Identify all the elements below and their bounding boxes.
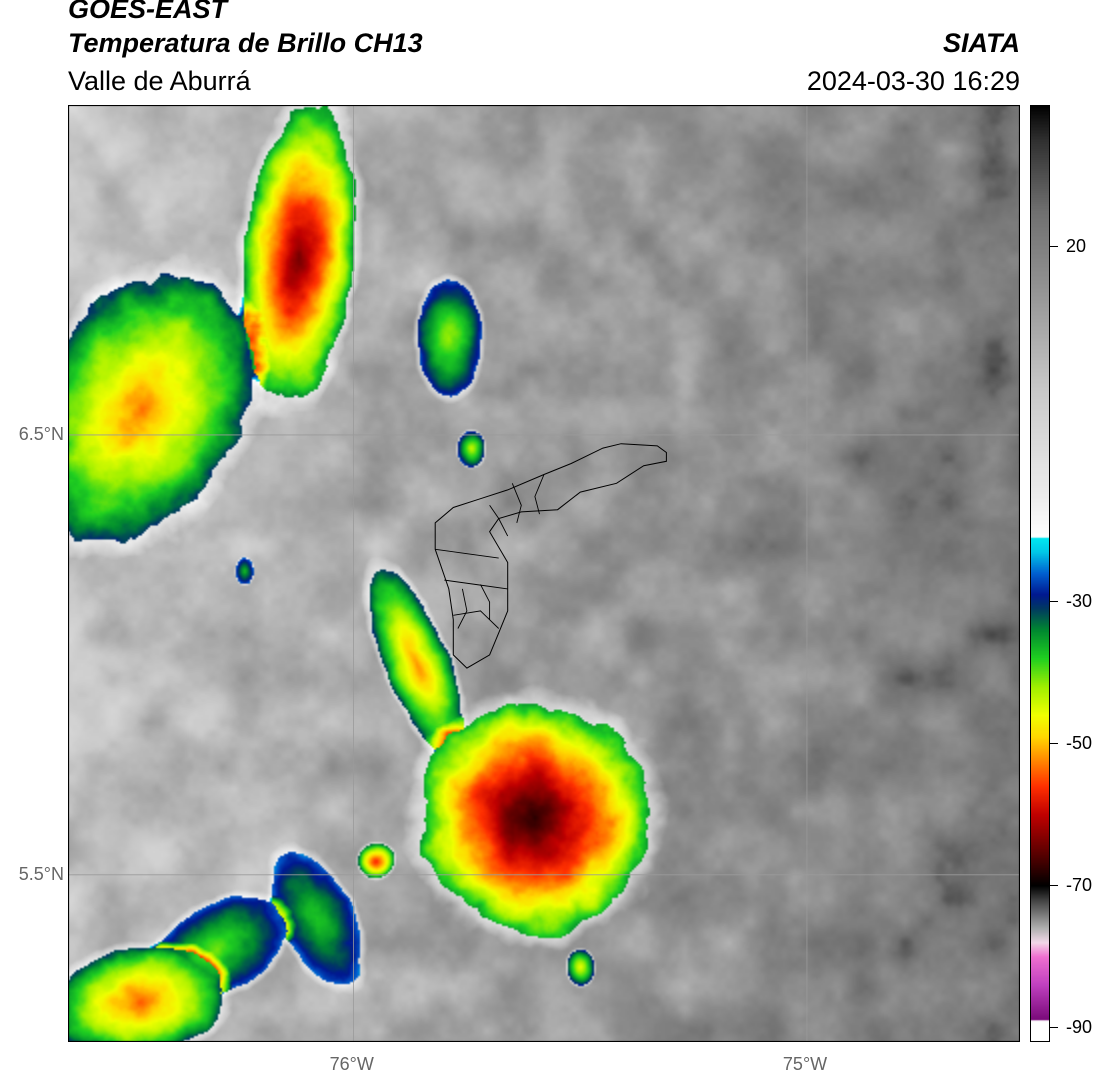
colorbar-tick-label: -70 xyxy=(1066,874,1093,895)
municipal-boundary xyxy=(435,548,499,559)
colorbar-tick-mark xyxy=(1050,1027,1058,1029)
municipal-boundary xyxy=(444,579,508,590)
municipal-boundary xyxy=(534,474,545,515)
map-overlay xyxy=(68,105,1020,1042)
colorbar-tick-label: -50 xyxy=(1066,732,1093,753)
valle-de-aburra-outline xyxy=(434,443,667,669)
longitude-tick-label: 76°W xyxy=(329,1054,374,1074)
colorbar-tick-label: 20 xyxy=(1066,235,1087,256)
map-frame xyxy=(68,105,1020,1042)
brightness-temperature-map xyxy=(68,105,1020,1042)
municipal-boundary xyxy=(511,483,522,524)
region-subtitle: Valle de Aburrá xyxy=(68,66,251,96)
colorbar-frame xyxy=(1030,105,1050,1042)
colorbar-tick-mark xyxy=(1050,885,1058,887)
colorbar-tick-mark xyxy=(1050,743,1058,745)
product-title: Temperatura de Brillo CH13 xyxy=(68,28,423,58)
colorbar-tick-label: -90 xyxy=(1066,1016,1093,1037)
colorbar-tick-mark xyxy=(1050,601,1058,603)
colorbar-tick-label: -30 xyxy=(1066,590,1093,611)
agency-name: SIATA xyxy=(943,28,1020,58)
valle-de-aburra-boundaries xyxy=(434,443,667,669)
colorbar-tick-mark xyxy=(1050,246,1058,248)
latitude-tick-label: 6.5°N xyxy=(18,423,64,444)
municipal-boundary xyxy=(457,588,468,629)
municipal-boundary xyxy=(453,610,500,629)
municipal-boundary xyxy=(480,584,491,620)
satellite-title: GOES-EAST xyxy=(68,0,228,24)
timestamp: 2024-03-30 16:29 xyxy=(806,66,1020,96)
graticule xyxy=(68,105,1020,1042)
municipal-boundary xyxy=(489,505,509,537)
colorbar xyxy=(1030,105,1050,1042)
longitude-tick-label: 75°W xyxy=(782,1054,828,1074)
latitude-tick-label: 5.5°N xyxy=(18,863,64,884)
